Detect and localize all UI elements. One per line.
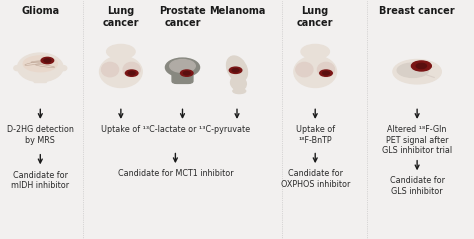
Circle shape <box>416 63 427 69</box>
Text: Glioma: Glioma <box>21 6 59 16</box>
Ellipse shape <box>393 60 441 84</box>
Text: Candidate for
OXPHOS inhibitor: Candidate for OXPHOS inhibitor <box>281 169 350 189</box>
Ellipse shape <box>294 56 337 87</box>
Circle shape <box>229 67 242 73</box>
Ellipse shape <box>230 76 246 90</box>
Ellipse shape <box>397 63 428 77</box>
Text: Melanoma: Melanoma <box>209 6 265 16</box>
Circle shape <box>232 69 239 72</box>
Circle shape <box>301 44 329 59</box>
Circle shape <box>41 57 54 64</box>
Circle shape <box>181 70 193 76</box>
Ellipse shape <box>233 89 246 94</box>
Text: D-2HG detection
by MRS: D-2HG detection by MRS <box>7 125 74 145</box>
Circle shape <box>320 70 332 76</box>
Circle shape <box>183 71 190 75</box>
Text: Breast cancer: Breast cancer <box>379 6 455 16</box>
Circle shape <box>107 44 135 59</box>
Ellipse shape <box>318 62 335 77</box>
Ellipse shape <box>101 62 118 77</box>
Ellipse shape <box>165 58 200 77</box>
Ellipse shape <box>23 56 57 72</box>
Text: Candidate for
mIDH inhibitor: Candidate for mIDH inhibitor <box>11 171 69 190</box>
Text: Uptake of ¹³C-lactate or ¹³C-pyruvate: Uptake of ¹³C-lactate or ¹³C-pyruvate <box>101 125 250 134</box>
Ellipse shape <box>123 62 140 77</box>
FancyBboxPatch shape <box>172 71 193 83</box>
Ellipse shape <box>296 62 313 77</box>
Circle shape <box>126 70 138 76</box>
FancyBboxPatch shape <box>115 54 127 60</box>
Ellipse shape <box>227 56 247 82</box>
Text: Altered ¹⁸F-Gln
PET signal after
GLS inhibitor trial: Altered ¹⁸F-Gln PET signal after GLS inh… <box>382 125 452 155</box>
Circle shape <box>44 59 51 62</box>
Text: Prostate
cancer: Prostate cancer <box>159 6 206 27</box>
Ellipse shape <box>18 53 63 82</box>
Ellipse shape <box>61 66 67 71</box>
FancyBboxPatch shape <box>34 75 46 82</box>
Text: Lung
cancer: Lung cancer <box>297 6 334 27</box>
Text: Lung
cancer: Lung cancer <box>102 6 139 27</box>
Text: Candidate for
GLS inhibitor: Candidate for GLS inhibitor <box>390 176 445 196</box>
Ellipse shape <box>170 60 195 72</box>
Circle shape <box>411 61 431 71</box>
FancyBboxPatch shape <box>309 54 321 60</box>
Ellipse shape <box>100 56 142 87</box>
Circle shape <box>128 71 135 75</box>
Ellipse shape <box>14 66 20 71</box>
Circle shape <box>323 71 329 75</box>
Text: Candidate for MCT1 inhibitor: Candidate for MCT1 inhibitor <box>118 169 233 178</box>
Text: Uptake of
¹⁸F-BnTP: Uptake of ¹⁸F-BnTP <box>296 125 335 145</box>
